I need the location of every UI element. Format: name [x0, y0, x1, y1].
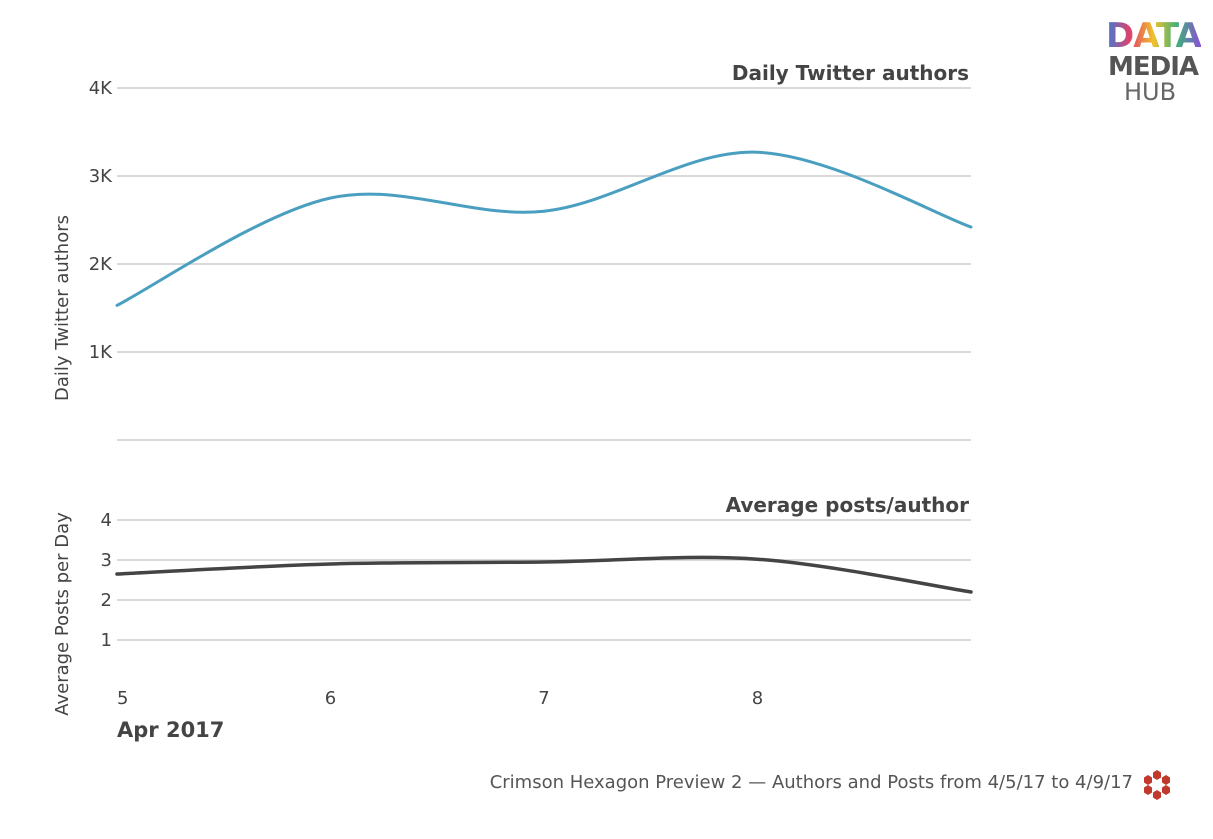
- panel2-ylabel: Average Posts per Day: [52, 512, 73, 716]
- panel1-ytick-label: 2K: [89, 254, 113, 275]
- panel2-ytick-label: 1: [101, 630, 112, 651]
- panel2-ytick-label: 3: [101, 550, 112, 571]
- hexagon-cluster-icon: [1144, 770, 1170, 800]
- xaxis-month-label: Apr 2017: [117, 718, 224, 742]
- xtick-label: 7: [538, 688, 549, 709]
- chart-source-caption: Crimson Hexagon Preview 2 — Authors and …: [489, 772, 1133, 793]
- panel1-title: Daily Twitter authors: [732, 61, 969, 85]
- panel1-ytick-label: 3K: [89, 166, 113, 187]
- logo-line-media: MEDIA: [1108, 52, 1199, 82]
- panel2-series-line: [115, 555, 973, 594]
- panel1-ytick-label: 4K: [89, 78, 113, 99]
- panel1-ytick-label: 1K: [89, 342, 113, 363]
- xtick-label: 8: [752, 688, 763, 709]
- xtick-label: 6: [325, 688, 336, 709]
- panel1-ylabel: Daily Twitter authors: [52, 215, 73, 401]
- panel2-ytick-label: 2: [101, 590, 112, 611]
- data-media-hub-logo: DATA MEDIA HUB: [1100, 14, 1202, 108]
- xtick-label: 5: [117, 688, 128, 709]
- panel2-title: Average posts/author: [726, 493, 970, 517]
- panel1-series-line: [115, 150, 973, 307]
- logo-line-hub: HUB: [1124, 78, 1177, 106]
- panel2-ytick-label: 4: [101, 510, 112, 531]
- logo-line-data: DATA: [1106, 16, 1202, 56]
